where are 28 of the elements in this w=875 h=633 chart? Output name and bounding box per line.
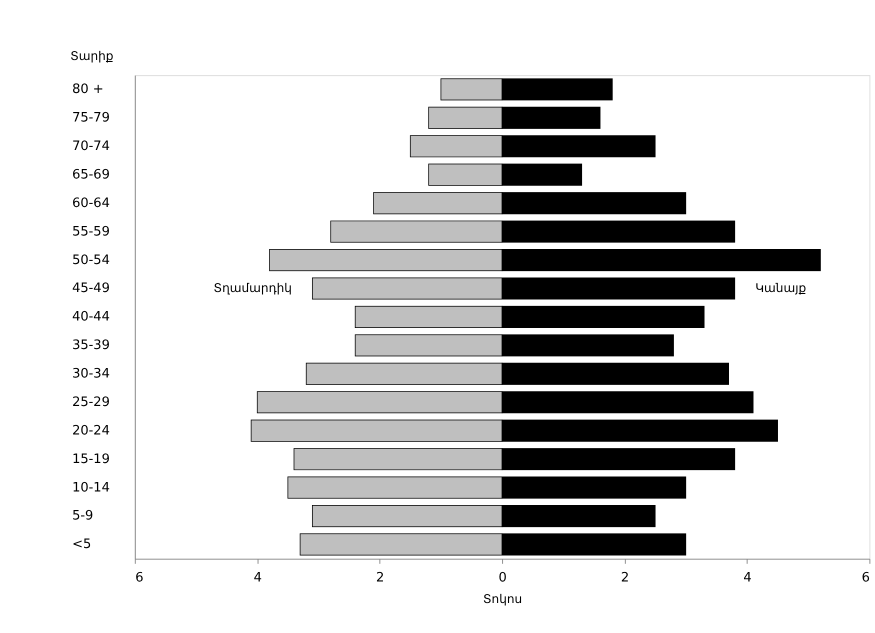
y-tick-label: 50-54 <box>72 252 110 268</box>
series-label: Տղամարդիկ <box>214 281 292 296</box>
x-tick-label: 2 <box>620 570 630 586</box>
x-tick-label: 6 <box>135 570 144 586</box>
y-tick-label: 35-39 <box>72 338 110 354</box>
y-tick-label: 45-49 <box>72 281 110 296</box>
x-axis-title: Տոկոս <box>483 592 522 606</box>
series-label: Կանայք <box>755 281 806 296</box>
y-tick-label: 20-24 <box>72 423 110 438</box>
y-tick-label: 5-9 <box>72 508 94 524</box>
x-tick-label: 4 <box>254 570 262 586</box>
x-tick-label: 2 <box>376 570 384 586</box>
y-tick-label: 25-29 <box>72 394 110 410</box>
y-tick-label: 75-79 <box>72 110 110 126</box>
y-axis-title: Տարիք <box>70 48 114 63</box>
y-tick-label: 15-19 <box>72 452 110 467</box>
y-tick-label: 65-69 <box>72 167 110 182</box>
y-tick-label: 60-64 <box>72 196 110 211</box>
y-tick-label: 70-74 <box>72 138 110 154</box>
y-tick-label: 40-44 <box>72 310 110 325</box>
y-tick-label: 10-14 <box>72 480 110 496</box>
y-tick-label: 80 + <box>72 82 104 98</box>
x-tick-label: 0 <box>498 570 507 586</box>
y-tick-label: <5 <box>72 537 92 552</box>
y-tick-label: 55-59 <box>72 224 110 240</box>
x-tick-label: 6 <box>862 570 870 586</box>
x-tick-label: 4 <box>743 570 752 586</box>
y-tick-label: 30-34 <box>72 366 110 382</box>
